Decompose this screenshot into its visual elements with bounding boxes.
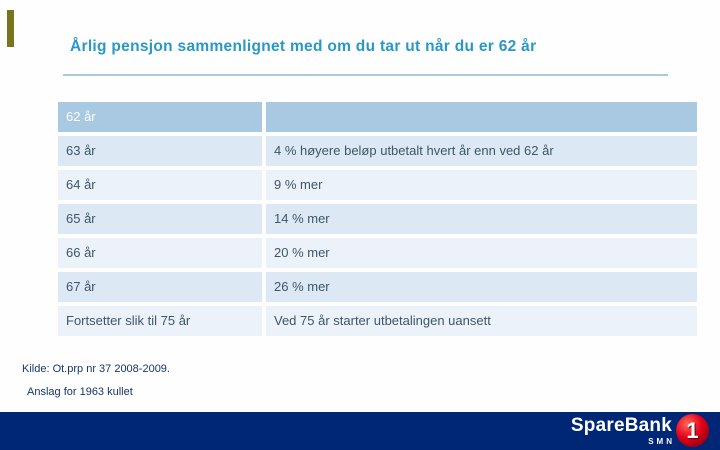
brand-region: SMN [648,437,675,446]
cell-age: 67 år [58,272,262,302]
header-cell-age: 62 år [58,102,262,132]
table-row: 66 år 20 % mer [58,238,697,268]
cell-age: 63 år [58,136,262,166]
table-header-row: 62 år [58,102,697,132]
sparebank1-logo-icon: 1 [676,414,709,447]
cell-text: 9 % mer [266,170,697,200]
logo-digit: 1 [686,418,699,443]
table-row: Fortsetter slik til 75 år Ved 75 år star… [58,306,697,336]
brand-name: SpareBank [570,415,672,436]
estimate-note: Anslag for 1963 kullet [27,386,133,398]
table-row: 64 år 9 % mer [58,170,697,200]
cell-text: 14 % mer [266,204,697,234]
pension-comparison-table: 62 år 63 år 4 % høyere beløp utbetalt hv… [58,102,697,340]
footer-bar: SpareBank SMN 1 [0,412,720,450]
table-row: 67 år 26 % mer [58,272,697,302]
source-note: Kilde: Ot.prp nr 37 2008-2009. [22,363,170,375]
cell-age: Fortsetter slik til 75 år [58,306,262,336]
cell-text: Ved 75 år starter utbetalingen uansett [266,306,697,336]
header-cell-text [266,102,697,132]
cell-text: 20 % mer [266,238,697,268]
table-row: 65 år 14 % mer [58,204,697,234]
cell-text: 4 % høyere beløp utbetalt hvert år enn v… [266,136,697,166]
cell-age: 64 år [58,170,262,200]
title-underline [63,74,668,76]
cell-age: 65 år [58,204,262,234]
table-row: 63 år 4 % høyere beløp utbetalt hvert år… [58,136,697,166]
cell-age: 66 år [58,238,262,268]
cell-text: 26 % mer [266,272,697,302]
accent-bar [7,10,14,47]
page-title: Årlig pensjon sammenlignet med om du tar… [70,38,537,55]
brand-wordmark: SpareBank SMN [570,415,675,447]
